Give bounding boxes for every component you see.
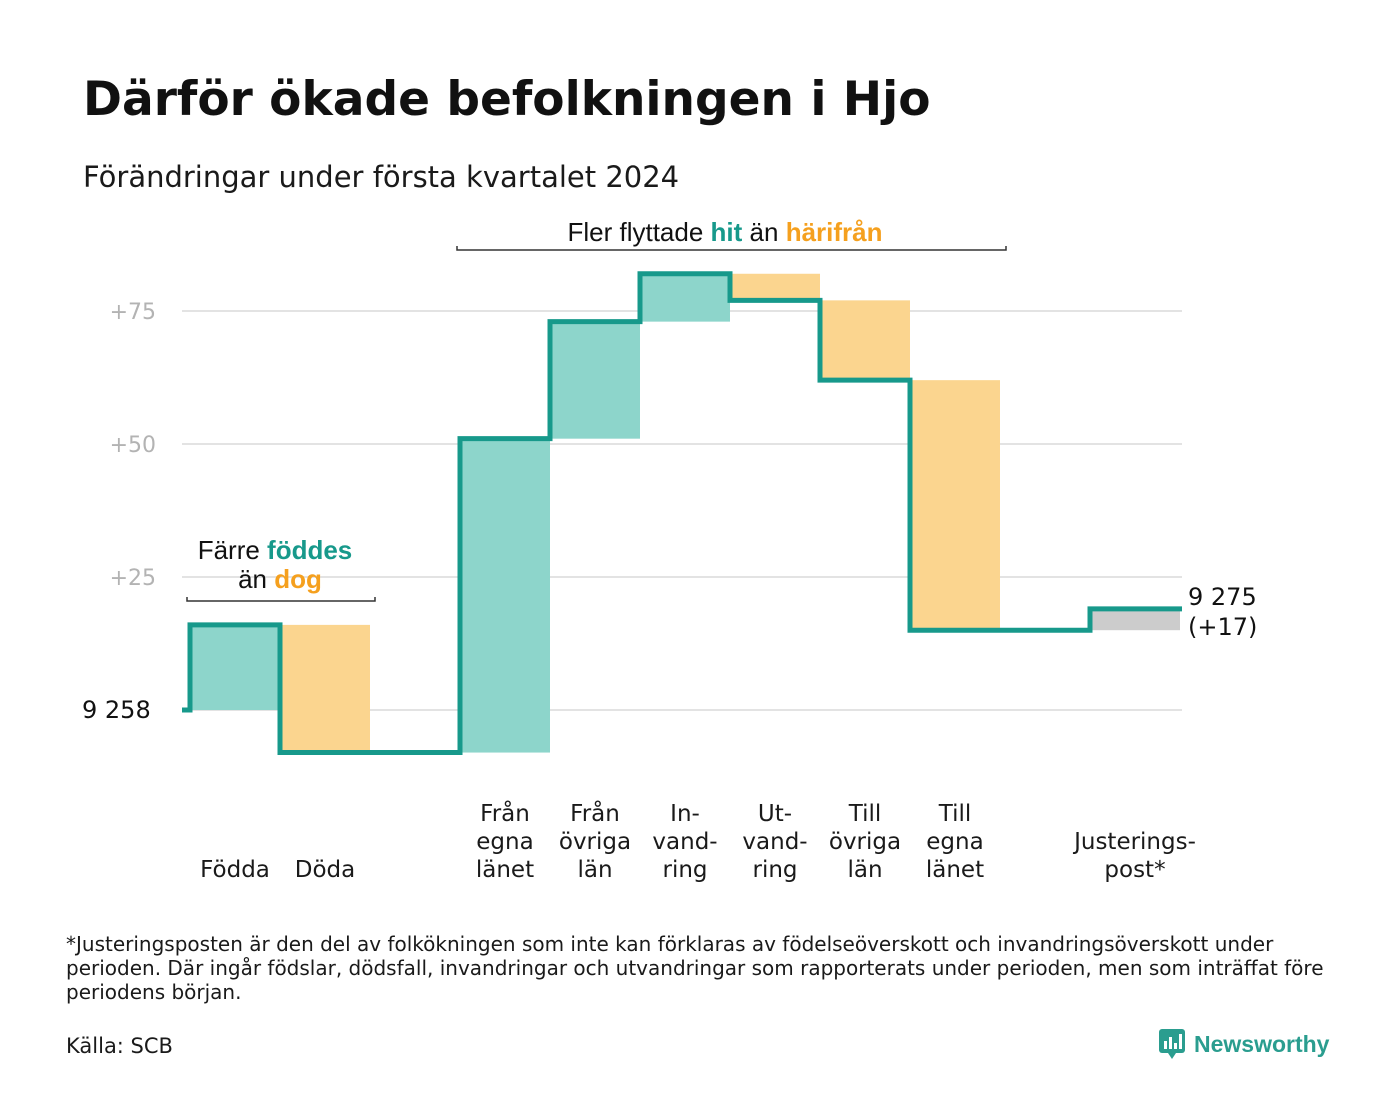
bar-decrease (280, 624, 370, 753)
bar-decrease (730, 273, 820, 301)
waterfall-chart: +25 +50 +75 Födda Döda Från egna länet Från övri… (82, 217, 1257, 883)
y-tick-label: +25 (110, 566, 156, 591)
bar-increase (190, 624, 280, 710)
category-label: Döda (295, 857, 355, 883)
bar-adjustment (1090, 608, 1180, 631)
source-note: Källa: SCB (66, 1034, 173, 1058)
category-label: Från övriga län (559, 799, 631, 883)
newsworthy-logo: Newsworthy (1158, 1028, 1329, 1060)
y-tick-label: +50 (110, 433, 156, 458)
category-label: Ut-vand-ring (742, 801, 807, 883)
category-label: Till övriga län (829, 801, 901, 883)
births-deaths-annotation-line1: Färre föddes (198, 535, 353, 565)
category-label: Födda (200, 857, 270, 883)
cumulative-step-line (182, 271, 1182, 756)
chart-title: Därför ökade befolkningen i Hjo (83, 72, 931, 127)
migration-annotation: Fler flyttade hit än härifrån (567, 217, 882, 247)
end-change-label: (+17) (1188, 613, 1257, 641)
label-layer: Födda Döda Från egna länet Från övriga län In-va… (82, 583, 1257, 883)
bar-layer (190, 273, 1180, 753)
bar-increase (550, 321, 640, 439)
births-deaths-bracket (186, 597, 376, 602)
logo-text: Newsworthy (1194, 1030, 1330, 1057)
footnote: *Justeringsposten är den del av folkökni… (66, 932, 1324, 1004)
line-layer (182, 271, 1182, 756)
newsworthy-logo-icon (1159, 1029, 1185, 1059)
migration-bracket (456, 246, 1007, 251)
bar-decrease (820, 300, 910, 381)
bar-increase (460, 438, 550, 753)
births-deaths-annotation-line2: än dog (238, 564, 322, 594)
end-value-label: 9 275 (1188, 583, 1257, 611)
bar-decrease (910, 380, 1000, 631)
start-value-label: 9 258 (82, 696, 151, 724)
category-label: In-vand-ring (652, 801, 717, 883)
chart-subtitle: Förändringar under första kvartalet 2024 (83, 160, 680, 194)
y-tick-label: +75 (110, 300, 156, 325)
bar-increase (640, 273, 730, 322)
category-label: Till egna länet (926, 801, 984, 883)
category-label: Justerings-post* (1072, 829, 1196, 883)
category-label: Från egna länet (476, 799, 534, 883)
